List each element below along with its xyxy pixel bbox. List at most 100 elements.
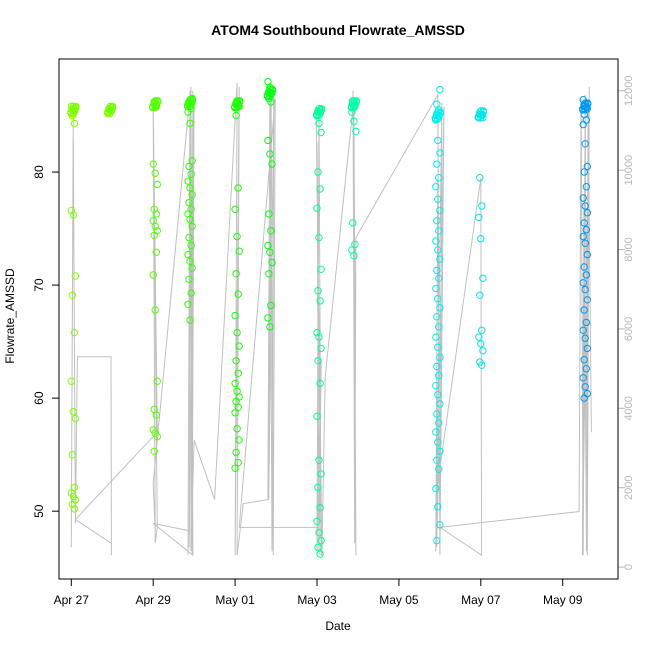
data-point: [233, 328, 241, 337]
data-point: [150, 231, 158, 240]
data-point: [580, 263, 588, 271]
series-group: [431, 85, 444, 545]
data-point: [581, 106, 589, 114]
data-point: [582, 183, 590, 191]
data-point: [581, 334, 589, 342]
data-point: [433, 410, 441, 418]
series-group: [474, 107, 487, 369]
data-point: [478, 361, 486, 369]
data-point: [71, 272, 80, 280]
data-point: [315, 529, 323, 537]
data-point: [316, 108, 324, 116]
data-point: [581, 285, 589, 294]
data-point: [185, 275, 193, 284]
data-point: [317, 105, 326, 113]
y-tick-label: 80: [32, 165, 46, 179]
data-point: [314, 483, 322, 492]
data-point: [70, 119, 79, 128]
data-point: [432, 333, 440, 341]
y-axis-label: Flowrate_AMSSD: [3, 268, 17, 364]
chart-title: ATOM4 Southbound Flowrate_AMSSD: [211, 22, 465, 38]
data-point: [583, 296, 591, 304]
data-point: [582, 271, 590, 279]
data-point: [581, 239, 589, 248]
data-point: [434, 246, 442, 254]
x-tick-label: May 05: [379, 593, 419, 607]
data-point: [266, 323, 274, 331]
data-point: [350, 103, 358, 112]
data-point: [152, 411, 161, 419]
y2-tick-label: 0: [623, 564, 635, 570]
x-tick-label: May 09: [543, 593, 583, 607]
y2-tick-label: 8000: [623, 237, 635, 261]
data-point: [434, 343, 442, 351]
data-point: [72, 102, 80, 111]
data-point: [436, 255, 444, 263]
data-point: [70, 505, 79, 513]
data-point: [432, 237, 440, 245]
data-point: [185, 198, 193, 207]
data-point: [317, 265, 325, 273]
data-point: [316, 297, 324, 305]
y-tick-label: 70: [32, 278, 46, 292]
data-point: [433, 266, 441, 275]
data-point: [436, 353, 444, 362]
data-point: [477, 114, 485, 122]
data-point: [435, 111, 443, 120]
data-point: [351, 100, 359, 108]
y2-tick-label: 6000: [623, 317, 635, 341]
data-point: [71, 414, 80, 423]
data-point: [435, 419, 443, 427]
data-point: [188, 191, 196, 199]
data-point: [350, 252, 358, 260]
data-point: [69, 211, 78, 219]
data-point: [435, 323, 443, 331]
data-point: [436, 206, 444, 215]
data-point: [235, 247, 243, 255]
data-point: [317, 470, 325, 478]
x-tick-label: Apr 29: [136, 593, 172, 607]
data-point: [185, 233, 193, 242]
data-point: [434, 391, 442, 399]
data-point: [107, 106, 116, 114]
data-point: [317, 344, 325, 353]
data-point: [313, 412, 321, 420]
data-point: [352, 97, 360, 105]
data-point: [267, 89, 275, 97]
data-point: [579, 279, 587, 287]
data-point: [264, 241, 272, 250]
data-point: [476, 291, 484, 299]
data-point: [266, 248, 274, 257]
data-point: [478, 110, 486, 119]
data-point: [316, 379, 324, 388]
data-point: [231, 205, 239, 214]
data-point: [435, 227, 443, 235]
data-point: [108, 102, 117, 111]
data-point: [187, 99, 196, 107]
data-point: [435, 465, 443, 473]
data-point: [348, 108, 356, 116]
data-point: [434, 136, 442, 145]
data-point: [436, 521, 444, 529]
data-point: [185, 162, 193, 171]
data-point: [264, 136, 272, 145]
data-point: [184, 250, 192, 259]
data-point: [315, 119, 323, 128]
data-point: [436, 400, 444, 408]
data-point: [580, 168, 588, 176]
data-point: [70, 483, 79, 492]
data-point: [433, 313, 441, 321]
data-point: [68, 500, 77, 509]
data-point: [316, 185, 324, 193]
data-point: [231, 409, 239, 417]
data-point: [153, 180, 162, 189]
data-point: [151, 169, 159, 177]
series-group: [312, 105, 326, 558]
data-point: [476, 174, 484, 182]
data-point: [235, 342, 243, 350]
x-tick-label: May 03: [297, 593, 337, 607]
data-point: [186, 257, 194, 265]
data-point: [265, 270, 273, 278]
series-group: [347, 97, 360, 260]
data-point: [187, 170, 195, 179]
